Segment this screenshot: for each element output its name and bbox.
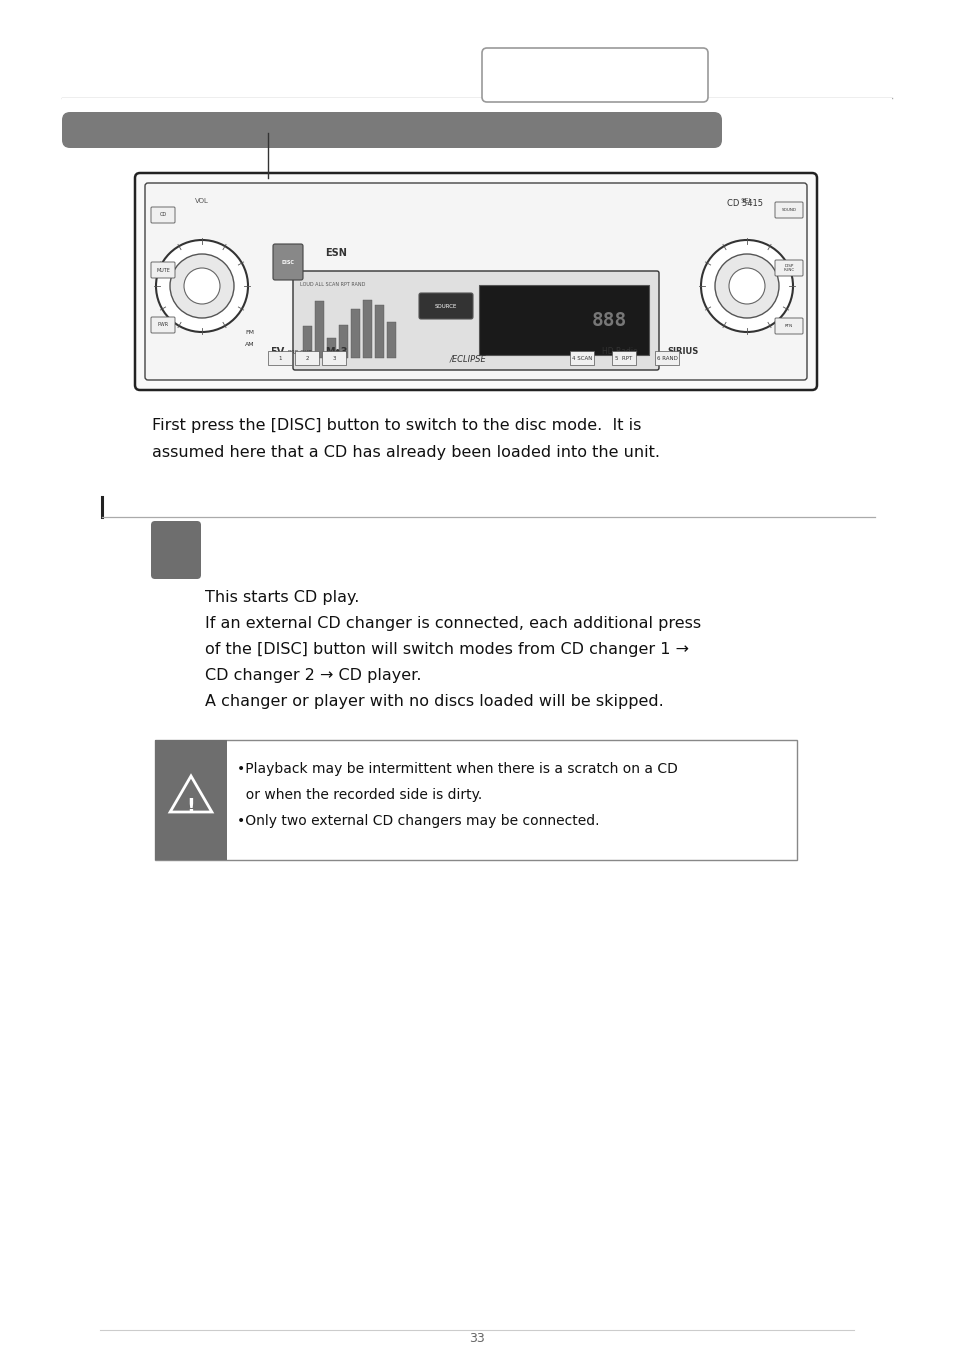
- FancyBboxPatch shape: [151, 262, 174, 278]
- Text: AM: AM: [245, 343, 254, 347]
- Text: MUTE: MUTE: [156, 267, 170, 272]
- Text: PWR: PWR: [157, 322, 169, 328]
- Text: of the [DISC] button will switch modes from CD changer 1 →: of the [DISC] button will switch modes f…: [205, 642, 688, 657]
- FancyBboxPatch shape: [145, 183, 806, 379]
- Bar: [478, 285, 648, 355]
- Text: 5V: 5V: [270, 347, 284, 356]
- Bar: [655, 351, 679, 364]
- Text: RTN: RTN: [784, 324, 792, 328]
- FancyBboxPatch shape: [135, 173, 816, 390]
- Text: PRE OUT: PRE OUT: [288, 350, 312, 355]
- Bar: [322, 351, 346, 364]
- Bar: [351, 333, 359, 358]
- Bar: [62, 98, 891, 112]
- Text: 888: 888: [591, 310, 626, 329]
- Bar: [327, 329, 335, 358]
- Text: SEL: SEL: [740, 198, 753, 205]
- Circle shape: [184, 268, 220, 304]
- Text: DISC: DISC: [281, 260, 294, 264]
- Text: DISP
FUNC: DISP FUNC: [782, 264, 794, 272]
- Bar: [338, 331, 348, 358]
- Text: 2: 2: [305, 355, 309, 360]
- Text: CD changer 2 → CD player.: CD changer 2 → CD player.: [205, 668, 421, 683]
- Bar: [154, 740, 796, 860]
- Circle shape: [700, 240, 792, 332]
- Circle shape: [714, 253, 779, 318]
- Text: assumed here that a CD has already been loaded into the unit.: assumed here that a CD has already been …: [152, 444, 659, 459]
- Bar: [268, 351, 292, 364]
- Text: 6 RAND: 6 RAND: [656, 355, 677, 360]
- Bar: [294, 351, 318, 364]
- Circle shape: [170, 253, 233, 318]
- FancyBboxPatch shape: [273, 244, 303, 280]
- Text: CD 5415: CD 5415: [726, 198, 762, 207]
- Bar: [314, 313, 324, 358]
- Bar: [363, 329, 372, 358]
- Text: This starts CD play.: This starts CD play.: [205, 589, 359, 604]
- Text: •Playback may be intermittent when there is a scratch on a CD: •Playback may be intermittent when there…: [236, 762, 678, 776]
- Bar: [303, 299, 312, 358]
- Text: If an external CD changer is connected, each additional press: If an external CD changer is connected, …: [205, 617, 700, 631]
- Text: FM: FM: [245, 331, 254, 336]
- FancyBboxPatch shape: [418, 293, 473, 318]
- FancyBboxPatch shape: [774, 260, 802, 276]
- Text: CD: CD: [159, 213, 167, 218]
- Text: /ECLIPSE: /ECLIPSE: [450, 355, 486, 363]
- Text: A changer or player with no discs loaded will be skipped.: A changer or player with no discs loaded…: [205, 694, 663, 709]
- FancyBboxPatch shape: [62, 112, 721, 148]
- FancyBboxPatch shape: [151, 522, 201, 579]
- Text: SOURCE: SOURCE: [435, 304, 456, 309]
- Text: VOL: VOL: [194, 198, 209, 205]
- FancyBboxPatch shape: [293, 271, 659, 370]
- Bar: [154, 740, 227, 860]
- Text: ESN: ESN: [325, 248, 347, 257]
- Text: M•3: M•3: [325, 347, 347, 356]
- Text: 33: 33: [469, 1332, 484, 1344]
- Bar: [375, 324, 384, 358]
- FancyBboxPatch shape: [151, 207, 174, 224]
- Bar: [387, 301, 395, 358]
- Text: •Only two external CD changers may be connected.: •Only two external CD changers may be co…: [236, 814, 598, 828]
- Text: HD Radio: HD Radio: [601, 347, 638, 356]
- Circle shape: [156, 240, 248, 332]
- FancyBboxPatch shape: [481, 47, 707, 102]
- Text: !: !: [187, 797, 195, 816]
- FancyBboxPatch shape: [151, 317, 174, 333]
- Text: SOUND: SOUND: [781, 209, 796, 211]
- Text: 4 SCAN: 4 SCAN: [571, 355, 592, 360]
- Circle shape: [728, 268, 764, 304]
- FancyBboxPatch shape: [774, 202, 802, 218]
- Text: 1: 1: [278, 355, 281, 360]
- Text: 5  RPT: 5 RPT: [615, 355, 632, 360]
- Bar: [569, 351, 594, 364]
- Text: or when the recorded side is dirty.: or when the recorded side is dirty.: [236, 789, 482, 802]
- Bar: [612, 351, 636, 364]
- Text: 3: 3: [332, 355, 335, 360]
- Text: First press the [DISC] button to switch to the disc mode.  It is: First press the [DISC] button to switch …: [152, 417, 640, 434]
- Text: SIRIUS: SIRIUS: [666, 347, 698, 356]
- Text: LOUD ALL SCAN RPT RAND: LOUD ALL SCAN RPT RAND: [299, 282, 365, 287]
- FancyBboxPatch shape: [774, 318, 802, 333]
